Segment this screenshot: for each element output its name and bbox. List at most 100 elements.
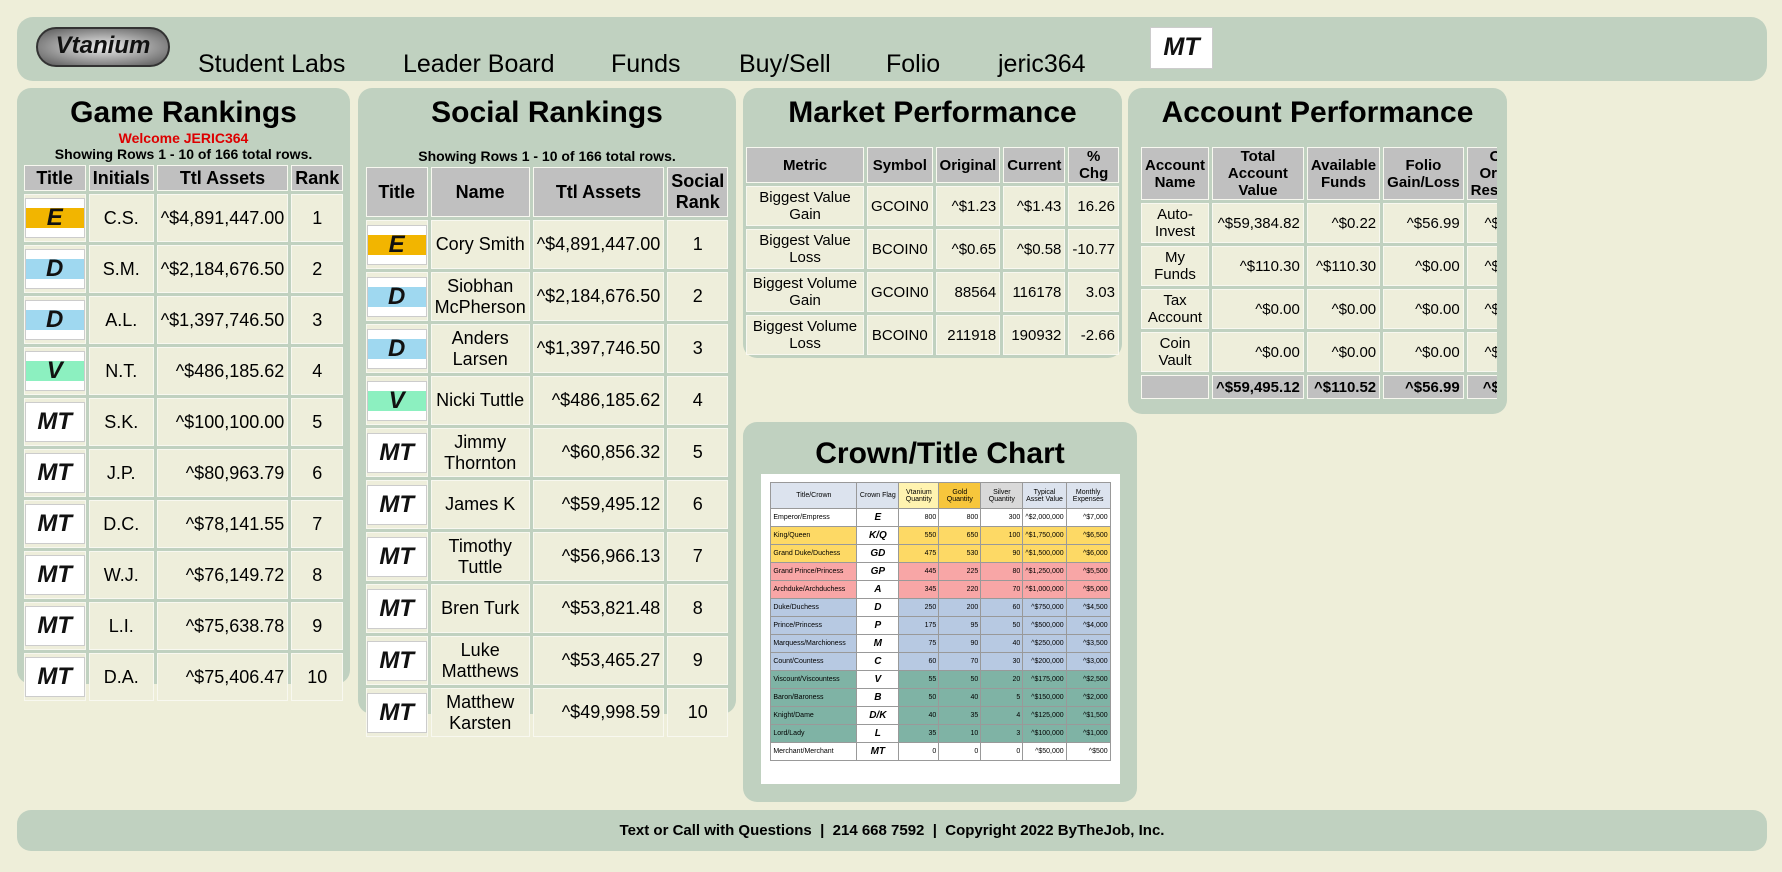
cell: -10.77 <box>1068 229 1119 269</box>
account-panel: Account Performance Account Name Total Ac… <box>1128 88 1507 414</box>
cell: 70 <box>938 652 982 671</box>
cell: Grand Prince/Princess <box>770 562 858 581</box>
flag: E <box>24 198 85 238</box>
flag-letter: MT <box>379 438 414 466</box>
cell: 300 <box>980 508 1024 527</box>
row: MT Luke Matthews ^$53,465.27 9 <box>365 636 729 685</box>
flag-cell: MT <box>365 584 428 633</box>
cell: ^$0.00 <box>1383 289 1464 329</box>
cell: ^$750,000 <box>1022 598 1067 617</box>
cell: 35 <box>938 706 982 725</box>
row: E Cory Smith ^$4,891,447.00 1 <box>365 220 729 269</box>
cell: ^$56,966.13 <box>532 532 665 581</box>
cell: ^$1.43 <box>1003 186 1066 226</box>
cell: ^$125,000 <box>1022 706 1067 725</box>
cell: A <box>856 580 900 599</box>
cell: ^$0.65 <box>935 229 1001 269</box>
table: Account Name Total Account Value Available… <box>1138 144 1497 402</box>
cell: Nicki Tuttle <box>430 376 530 425</box>
flag: MT <box>24 606 85 646</box>
showing: Showing Rows 1 - 10 of 166 total rows. <box>418 148 676 164</box>
row: Count/Countess C 60 70 30 ^$200,000 ^$3,000 <box>770 652 1111 671</box>
cell: ^$486,185.62 <box>532 376 665 425</box>
flag: MT <box>24 402 85 442</box>
flag-band <box>25 361 84 381</box>
cell: 8 <box>291 551 344 599</box>
cell: 5 <box>667 428 729 477</box>
row: Grand Duke/Duchess GD 475 530 90 ^$1,500,000 ^… <box>770 544 1111 563</box>
panel-title: Game Rankings <box>70 96 297 129</box>
cell: BCOIN0 <box>867 315 933 355</box>
cell: 10 <box>667 688 729 737</box>
header-row: Title Initials Ttl Assets Rank <box>23 165 344 191</box>
cell: ^$7,000 <box>1065 508 1111 527</box>
header-cell <box>1141 375 1209 399</box>
cell: ^$1,500 <box>1065 706 1111 725</box>
flag: V <box>24 351 85 391</box>
cell: C.S. <box>88 194 154 242</box>
flag-cell: D <box>23 245 86 293</box>
nav-link[interactable]: Student Labs <box>198 50 346 78</box>
header-cell: Total Account Value <box>1212 147 1304 200</box>
cell: ^$0.00 <box>1212 289 1304 329</box>
cell: ^$0.00 <box>1466 246 1497 286</box>
cell: 1 <box>291 194 344 242</box>
nav-link[interactable]: Funds <box>611 50 681 78</box>
nav-link[interactable]: jeric364 <box>998 50 1086 78</box>
cell: ^$4,000 <box>1065 616 1111 635</box>
table-wrap: Title Initials Ttl Assets Rank E C.S. ^$4,891,… <box>17 162 350 704</box>
flag-letter: D <box>46 255 64 282</box>
cell: 60 <box>980 598 1024 617</box>
row: D S.M. ^$2,184,676.50 2 <box>23 245 344 293</box>
flag-letter: MT <box>379 646 414 674</box>
cell: ^$0.00 <box>1306 332 1381 372</box>
cell: ^$1,500,000 <box>1022 544 1067 563</box>
flag-letter: D <box>388 282 406 310</box>
header-cell: Rank <box>291 165 344 191</box>
cell: 88564 <box>935 272 1001 312</box>
cell: ^$2,184,676.50 <box>532 272 665 321</box>
table: Title Name Ttl Assets Social Rank E Cory Smit… <box>363 164 732 740</box>
nav-link[interactable]: Buy/Sell <box>739 50 831 78</box>
flag-band <box>367 546 426 567</box>
cell: 650 <box>938 526 982 545</box>
badge[interactable]: MT <box>1150 27 1213 69</box>
cell: ^$1,397,746.50 <box>156 296 289 344</box>
cell: -2.66 <box>1068 315 1119 355</box>
header-cell: Social Rank <box>667 167 729 217</box>
scroll-area[interactable]: Account Name Total Account Value Available… <box>1138 144 1497 402</box>
cell: 190932 <box>1003 315 1066 355</box>
flag-band <box>367 494 426 515</box>
header-cell: Title/Crown <box>770 482 858 509</box>
cell: L <box>856 724 900 743</box>
flag-cell: MT <box>23 653 86 701</box>
flag-letter: MT <box>37 459 73 486</box>
nav-link[interactable]: Folio <box>886 50 941 78</box>
flag: MT <box>24 504 85 544</box>
row: Marquess/Marchioness M 75 90 40 ^$250,000 ^$3,… <box>770 634 1111 653</box>
flag-letter: D <box>388 334 406 362</box>
row: D Anders Larsen ^$1,397,746.50 3 <box>365 324 729 373</box>
flag: MT <box>366 484 427 525</box>
cell: Merchant/Merchant <box>770 742 858 761</box>
cell: ^$0.22 <box>1306 203 1381 243</box>
cell: GD <box>856 544 900 563</box>
cell: ^$76,149.72 <box>156 551 289 599</box>
cell: MT <box>856 742 900 761</box>
row: V Nicki Tuttle ^$486,185.62 4 <box>365 376 729 425</box>
cell: D <box>856 598 900 617</box>
flag: MT <box>366 432 427 473</box>
flag: MT <box>366 692 427 733</box>
cell: Biggest Volume Loss <box>746 315 865 355</box>
flag-cell: V <box>23 347 86 395</box>
header-row: Account Name Total Account Value Available… <box>1141 147 1497 200</box>
cell: 95 <box>938 616 982 635</box>
row: MT Matthew Karsten ^$49,998.59 10 <box>365 688 729 737</box>
flag-cell: E <box>23 194 86 242</box>
logo[interactable]: Vtanium <box>36 27 170 67</box>
cell: L.I. <box>88 602 154 650</box>
cell: Biggest Value Loss <box>746 229 865 269</box>
header-row: Title/Crown Crown Flag Vtanium Quantity Gol… <box>770 482 1111 509</box>
nav-link[interactable]: Leader Board <box>403 50 555 78</box>
cell: Matthew Karsten <box>430 688 530 737</box>
